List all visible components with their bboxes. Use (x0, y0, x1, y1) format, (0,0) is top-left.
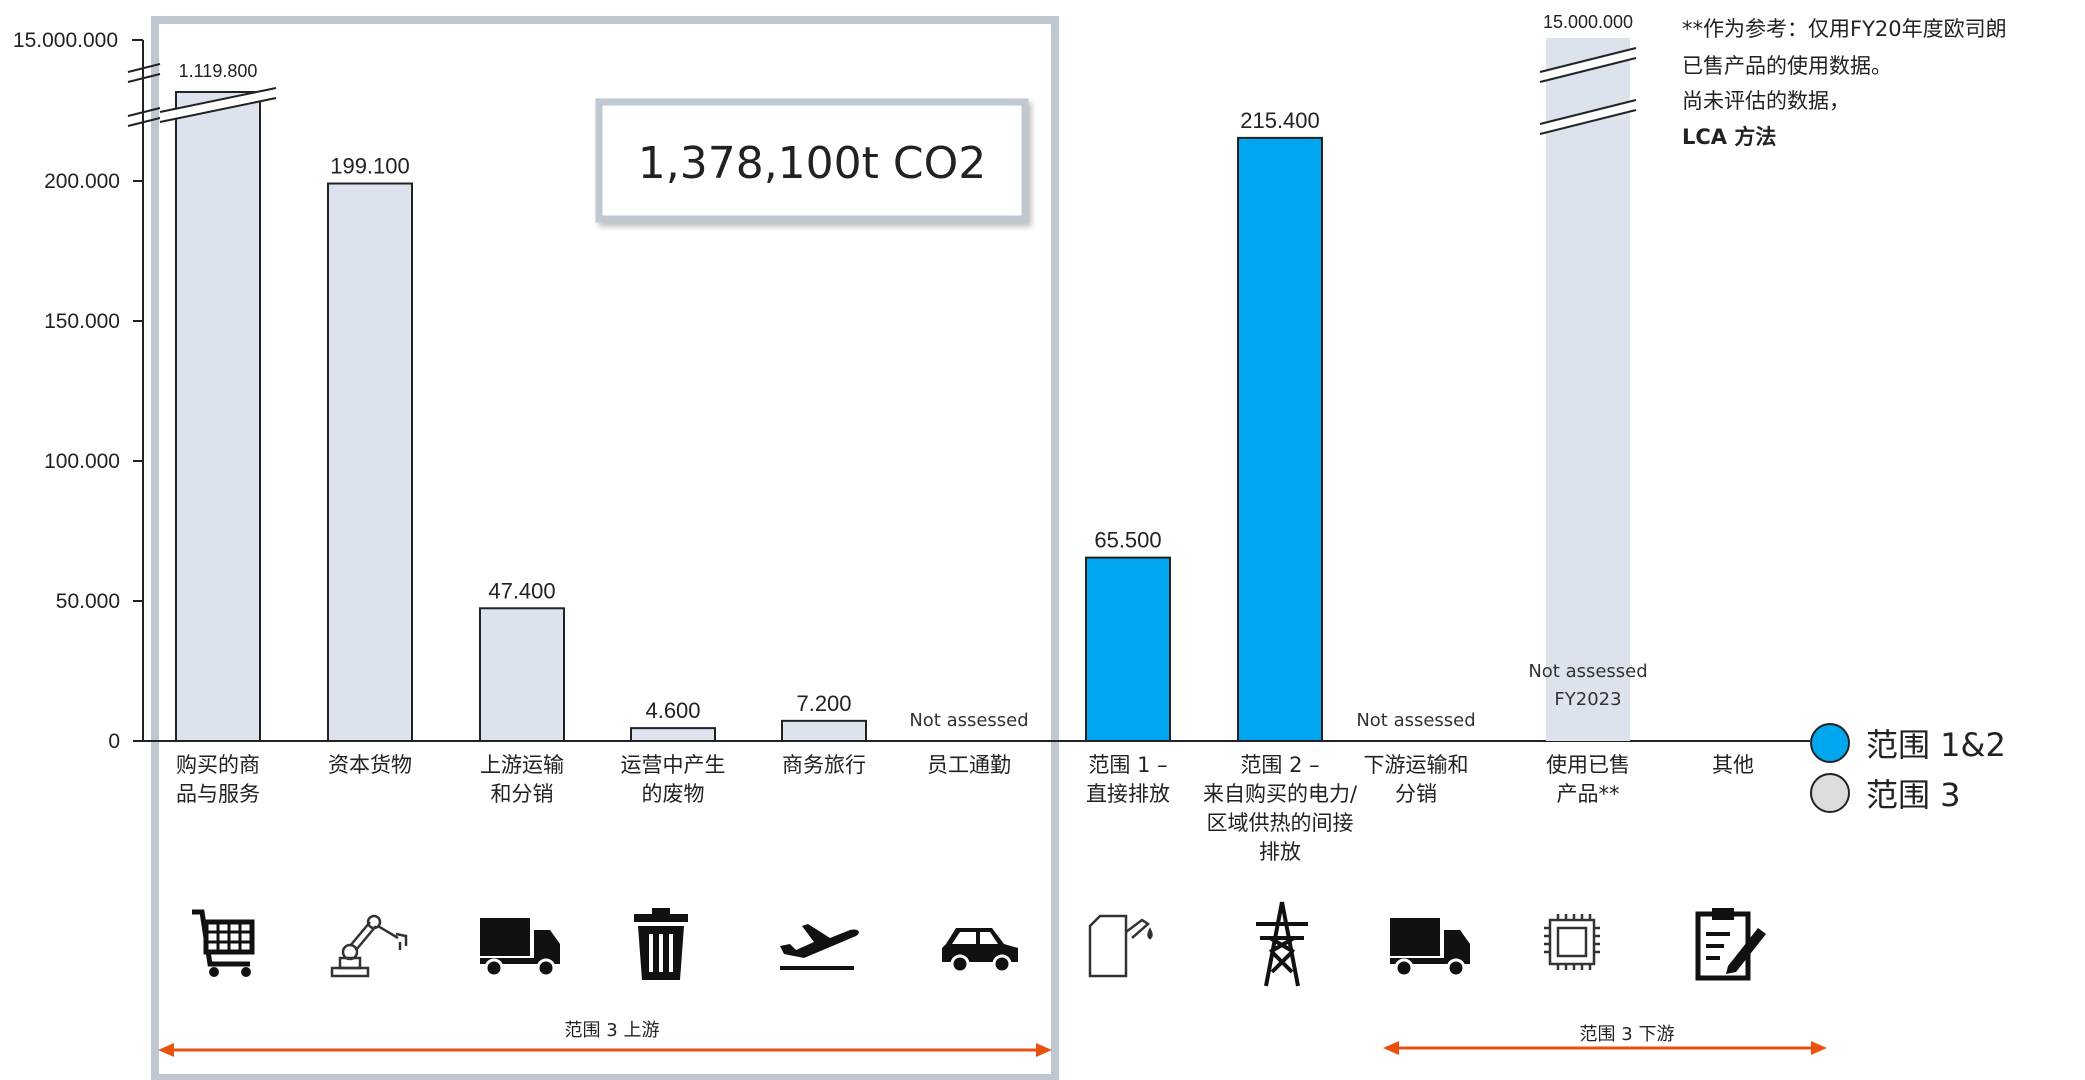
y-tick-label: 200.000 (44, 170, 120, 193)
car-icon (942, 928, 1018, 974)
y-tick-label: 0 (108, 730, 120, 753)
note-line-4: LCA 方法 (1682, 125, 1776, 149)
bar-break-gap (1540, 48, 1636, 82)
value-label: 1.119.800 (179, 61, 258, 81)
category-label: 来自购买的电力/ (1203, 782, 1358, 806)
not-assessed-label: Not assessed (1356, 710, 1475, 731)
category-label: 其他 (1712, 753, 1754, 777)
bar (1085, 556, 1171, 742)
bar (327, 182, 413, 742)
airplane-icon (780, 924, 859, 970)
downstream-arrow-label: 范围 3 下游 (1580, 1024, 1675, 1045)
bar (175, 91, 261, 742)
bar (781, 719, 867, 743)
truck-icon (480, 918, 560, 978)
note-line-1: **作为参考：仅用FY20年度欧司朗 (1682, 17, 2007, 41)
y-break-label: 15.000.000 (13, 29, 118, 52)
upstream-arrow (158, 1043, 1052, 1057)
value-label: 47.400 (488, 578, 555, 603)
value-label: 65.500 (1094, 528, 1161, 553)
bar (479, 607, 565, 743)
upstream-arrow-label: 范围 3 上游 (565, 1020, 660, 1041)
y-tick-label: 50.000 (56, 590, 120, 613)
clipboard-edit-icon (1695, 908, 1766, 981)
category-label: 区域供热的间接 (1207, 811, 1354, 835)
legend-scope3-swatch (1810, 773, 1850, 813)
value-label: 215.400 (1240, 108, 1320, 133)
trash-can-icon (634, 908, 688, 980)
value-label: 4.600 (645, 698, 700, 723)
bar-break-mark (1539, 109, 1637, 135)
note-line-2: 已售产品的使用数据。 (1682, 54, 1892, 78)
y-ticks: 0 50.000 100.000 150.000 200.000 (44, 170, 143, 753)
power-pylon-icon (1256, 901, 1308, 987)
category-label: 运营中产生 (621, 753, 726, 777)
downstream-arrow (1383, 1041, 1827, 1055)
category-label: 购买的商 (176, 753, 260, 777)
bar-break-mark (1539, 99, 1637, 125)
y-axis-break-mark (127, 63, 161, 73)
value-label: 199.100 (330, 154, 410, 179)
category-label: 的废物 (642, 782, 705, 806)
bar-break-gap (1540, 100, 1636, 134)
value-label: 7.200 (796, 691, 851, 716)
category-label: 排放 (1259, 840, 1301, 864)
legend-scope12-swatch (1810, 723, 1850, 763)
category-label: 范围 2 – (1240, 753, 1319, 777)
bar-break-mark (1539, 57, 1637, 83)
category-label: 员工通勤 (927, 753, 1011, 777)
legend-scope3-label: 范围 3 (1866, 776, 1961, 814)
bar-break-mark (159, 87, 277, 113)
shopping-cart-icon (192, 909, 255, 977)
category-label: 品与服务 (176, 782, 260, 806)
category-label: 分销 (1395, 782, 1437, 806)
truck-icon (1390, 918, 1470, 978)
y-axis-break-mark (127, 117, 161, 127)
note-line-3: 尚未评估的数据， (1682, 89, 1850, 113)
category-label: 商务旅行 (782, 753, 866, 777)
category-label: 资本货物 (328, 753, 412, 777)
bar-annotation: FY2023 (1554, 689, 1621, 710)
robot-arm-icon (330, 914, 408, 978)
bar-break-mark (159, 97, 277, 123)
bar (1237, 136, 1323, 742)
fuel-can-icon (1088, 914, 1153, 978)
bars: 1.119.800 199.100 47.400 4.600 7.200 Not asse… (159, 12, 1648, 743)
category-label: 上游运输 (480, 753, 564, 777)
bar-break-gap (160, 88, 276, 122)
y-tick-label: 100.000 (44, 450, 120, 473)
category-label: 使用已售 (1546, 753, 1630, 777)
category-label: 产品** (1557, 782, 1620, 806)
total-box (595, 98, 1029, 223)
bar-annotation: Not assessed (1528, 661, 1647, 682)
category-label: 下游运输和 (1364, 753, 1469, 777)
bar (630, 727, 716, 742)
legend-scope12-label: 范围 1&2 (1866, 726, 2006, 764)
category-label: 和分销 (491, 782, 554, 806)
total-value: 1,378,100t CO2 (638, 138, 987, 189)
bar-break-mark (1539, 47, 1637, 73)
not-assessed-label: Not assessed (909, 710, 1028, 731)
category-label: 范围 1 – (1088, 753, 1167, 777)
upstream-frame (151, 16, 1059, 1080)
y-tick-label: 150.000 (44, 310, 120, 333)
y-axis-break-mark (127, 73, 161, 83)
microchip-icon (1544, 914, 1600, 970)
estimate-bar (1546, 38, 1630, 741)
y-axis-break-mark (127, 107, 161, 117)
value-label: 15.000.000 (1543, 12, 1633, 32)
category-label: 直接排放 (1086, 782, 1170, 806)
